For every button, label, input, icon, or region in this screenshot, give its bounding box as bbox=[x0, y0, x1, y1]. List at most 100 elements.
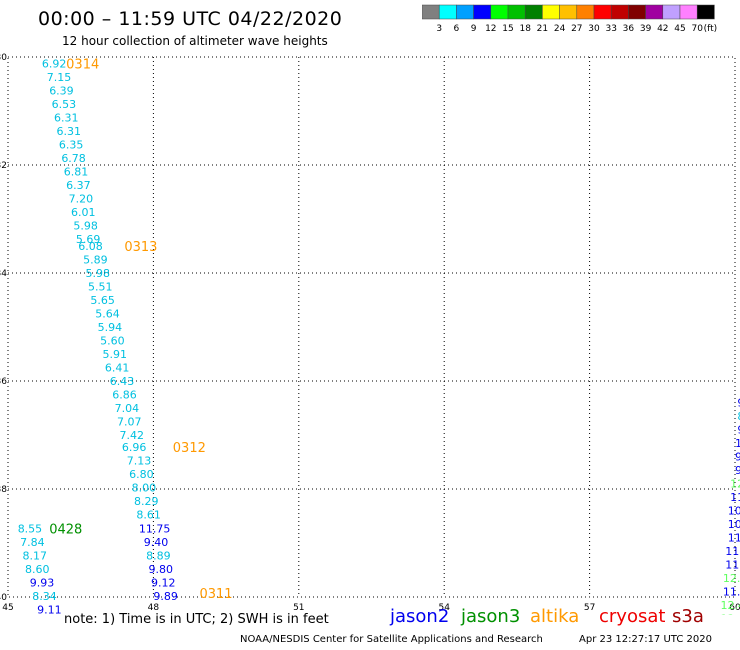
wave-height-label: 11.30 bbox=[728, 532, 740, 545]
y-tick-label: -32 bbox=[0, 161, 7, 171]
credit-line: NOAA/NESDIS Center for Satellite Applica… bbox=[240, 634, 543, 645]
x-tick-label: 57 bbox=[584, 603, 595, 613]
colorbar-tick-label: 36 bbox=[623, 24, 635, 34]
wave-height-label: 5.98 bbox=[86, 267, 111, 280]
wave-height-plot: 454851545760-30-32-34-36-38-406.927.156.… bbox=[0, 53, 740, 615]
colorbar-tick-label: 3 bbox=[436, 24, 442, 34]
wave-height-label: 6.41 bbox=[105, 362, 130, 375]
colorbar-tick-label: 42 bbox=[657, 24, 668, 34]
colorbar-tick-label: 45 bbox=[674, 24, 685, 34]
wave-height-label: 11.62 bbox=[725, 559, 740, 572]
x-tick-label: 54 bbox=[438, 603, 450, 613]
wave-height-label: 12. bbox=[730, 478, 740, 491]
wave-height-label: 5.94 bbox=[98, 321, 123, 334]
wave-height-label: 6.81 bbox=[64, 165, 88, 178]
wave-height-label: 6.31 bbox=[54, 111, 79, 124]
wave-height-label: 5.51 bbox=[88, 281, 113, 294]
colorbar-tick-label: 70 bbox=[691, 24, 703, 34]
colorbar-tick-label: 12 bbox=[485, 24, 496, 34]
wave-height-label: 6.43 bbox=[110, 375, 135, 388]
wave-height-label: 5.91 bbox=[103, 348, 128, 361]
wave-height-label: 8.00 bbox=[132, 481, 157, 494]
wave-height-label: 7.04 bbox=[115, 402, 140, 415]
wave-height-label: 8.17 bbox=[23, 549, 48, 562]
wave-height-label: 9. bbox=[735, 451, 740, 464]
colorbar-tick-label: 33 bbox=[605, 24, 616, 34]
wave-height-label: 8.61 bbox=[136, 508, 161, 521]
y-tick-label: -36 bbox=[0, 377, 7, 387]
pass-time-label: 0314 bbox=[66, 57, 99, 72]
wave-height-label: 9.12 bbox=[151, 576, 176, 589]
wave-height-label: 8.34 bbox=[32, 590, 57, 603]
colorbar-legend: 3 6 9 12 15 18 21 24 27 30 33 36 39 42 45 70 (ft) bbox=[422, 4, 718, 34]
x-tick-label: 45 bbox=[2, 603, 13, 613]
sat-legend-s3a: s3a bbox=[672, 606, 704, 627]
plot-frame bbox=[7, 56, 736, 598]
wave-height-label: 8 bbox=[737, 410, 740, 423]
wave-height-label: 6.31 bbox=[56, 125, 81, 138]
wave-height-label: 10.4 bbox=[728, 518, 740, 531]
wave-height-label: 6.39 bbox=[49, 84, 74, 97]
colorbar-swatch bbox=[696, 4, 715, 20]
colorbar-tick-label: 6 bbox=[454, 24, 460, 34]
wave-height-label: 6.37 bbox=[66, 179, 91, 192]
colorbar-tick-label: 15 bbox=[502, 24, 513, 34]
wave-height-label: 11.75 bbox=[139, 522, 171, 535]
pass-time-label: 0313 bbox=[124, 240, 157, 255]
page-title: 00:00 – 11:59 UTC 04/22/2020 bbox=[38, 8, 343, 30]
pass-time-label: 0312 bbox=[173, 441, 206, 456]
wave-height-label: 5.64 bbox=[95, 308, 120, 321]
y-tick-label: -30 bbox=[0, 53, 7, 63]
wave-height-label: 11.48 bbox=[725, 545, 740, 558]
colorbar-tick-label: 9 bbox=[471, 24, 477, 34]
sat-legend-jason3: jason3 bbox=[461, 606, 521, 627]
wave-height-label: 7.15 bbox=[47, 71, 71, 84]
colorbar-tick-label: 24 bbox=[554, 24, 566, 34]
wave-height-label: 7.20 bbox=[69, 192, 94, 205]
x-tick-label: 51 bbox=[293, 603, 304, 613]
wave-height-label: 6.80 bbox=[129, 468, 154, 481]
wave-height-label: 9.93 bbox=[30, 576, 54, 589]
wave-height-label: 6.78 bbox=[61, 152, 86, 165]
y-tick-label: -40 bbox=[0, 593, 7, 603]
colorbar-unit: (ft) bbox=[704, 24, 718, 34]
colorbar-tick-label: 27 bbox=[571, 24, 582, 34]
wave-height-label: 6.01 bbox=[71, 206, 96, 219]
wave-height-label: 6.86 bbox=[112, 389, 137, 402]
wave-height-label: 9.40 bbox=[144, 536, 169, 549]
x-tick-label: 48 bbox=[148, 603, 160, 613]
wave-height-label: 5.65 bbox=[90, 294, 115, 307]
wave-height-label: 7.13 bbox=[127, 454, 152, 467]
wave-height-label: 5.69 bbox=[76, 233, 101, 246]
wave-height-label: 6.35 bbox=[59, 138, 84, 151]
wave-height-label: 9 bbox=[737, 397, 740, 410]
sat-legend-altika: altika bbox=[530, 606, 580, 627]
wave-height-label: 7.42 bbox=[119, 429, 143, 442]
y-tick-label: -34 bbox=[0, 269, 7, 279]
wave-height-label: 8.60 bbox=[25, 563, 50, 576]
colorbar-tick-label: 21 bbox=[537, 24, 548, 34]
wave-height-label: 11.04 bbox=[723, 586, 740, 599]
wave-height-label: 8.29 bbox=[134, 495, 159, 508]
units-note: note: 1) Time is in UTC; 2) SWH is in fe… bbox=[64, 612, 329, 627]
wave-height-label: 6.53 bbox=[52, 98, 76, 111]
x-tick-label: 60 bbox=[729, 603, 740, 613]
wave-height-label: 9.11 bbox=[37, 603, 62, 615]
wave-height-label: 6.96 bbox=[122, 441, 147, 454]
wave-height-label: 11.4 bbox=[730, 491, 740, 504]
wave-height-label: 9.4 bbox=[735, 464, 740, 477]
wave-height-label: 6.08 bbox=[78, 240, 103, 253]
page-subtitle: 12 hour collection of altimeter wave hei… bbox=[62, 34, 328, 48]
wave-height-label: 10. bbox=[735, 437, 740, 450]
pass-time-label: 0311 bbox=[199, 587, 232, 602]
wave-height-label: 6.92 bbox=[42, 57, 67, 70]
wave-height-label: 9.89 bbox=[153, 590, 178, 603]
colorbar-tick-label: 39 bbox=[640, 24, 652, 34]
wave-height-label: 12.47 bbox=[720, 613, 740, 615]
colorbar-tick-label: 30 bbox=[588, 24, 600, 34]
sat-legend-jason2: jason2 bbox=[390, 606, 450, 627]
wave-height-label: 5.98 bbox=[73, 219, 98, 232]
wave-height-label: 9.80 bbox=[149, 563, 174, 576]
generated-timestamp: Apr 23 12:27:17 UTC 2020 bbox=[579, 634, 712, 645]
